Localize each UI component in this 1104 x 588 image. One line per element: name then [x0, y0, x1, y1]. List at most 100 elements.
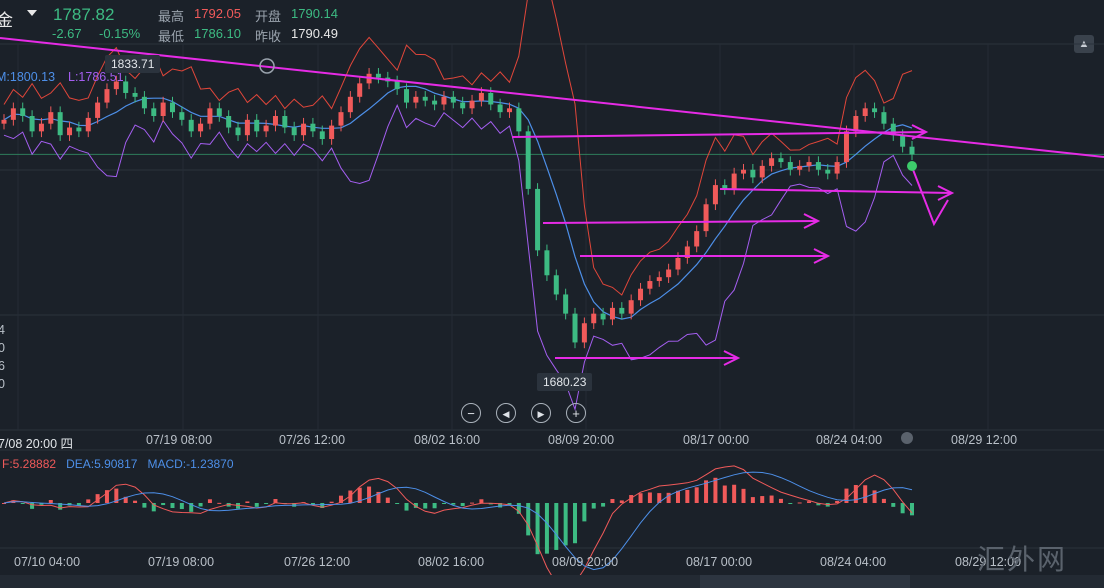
candle-body: [787, 162, 793, 170]
candle-body: [207, 108, 213, 124]
candle-body: [123, 81, 129, 93]
open-value: 1790.14: [291, 6, 338, 21]
macd-dif-value: F:5.28882: [2, 457, 57, 471]
trendline: [0, 37, 1104, 158]
macd-histogram-bar: [161, 503, 166, 506]
candle-body: [216, 108, 222, 116]
candle-body: [759, 165, 765, 178]
macd-histogram-bar: [20, 503, 25, 504]
crosshair-handle: [901, 432, 913, 444]
macd-macd-value: MACD:-1.23870: [147, 457, 234, 471]
candle-body: [797, 165, 803, 170]
macd-histogram-bar: [133, 500, 138, 503]
macd-histogram-bar: [666, 492, 671, 503]
candle-body: [76, 127, 82, 132]
price-change-pct: -0.15%: [99, 26, 141, 41]
macd-histogram-bar: [488, 503, 493, 505]
candle-body: [769, 158, 775, 166]
candle-body: [825, 169, 831, 174]
last-price: 1787.82: [53, 5, 115, 24]
candle-body: [20, 108, 26, 116]
candle-body: [488, 92, 494, 105]
macd-histogram-bar: [535, 503, 540, 555]
macd-histogram-bar: [441, 503, 446, 504]
candle-body: [57, 112, 63, 136]
candle-body: [853, 116, 859, 132]
time-axis-label: 07/19 08:00: [146, 433, 213, 447]
open-label: 开盘: [255, 9, 282, 24]
min-price-marker: 1680.23: [537, 373, 593, 391]
candle-body: [666, 269, 672, 278]
candle-body: [909, 146, 915, 155]
candle-body: [95, 102, 101, 118]
macd-time-label: 07/19 08:00: [148, 555, 215, 569]
macd-time-label: 08/09 20:00: [552, 555, 619, 569]
candle-body: [591, 313, 597, 324]
macd-legend: F:5.28882 DEA:5.90817 MACD:-1.23870: [2, 457, 234, 471]
candle-body: [563, 294, 569, 314]
low-value: 1786.10: [194, 26, 241, 41]
macd-histogram-bar: [395, 503, 400, 504]
left-axis-fragment: 0: [0, 341, 5, 355]
macd-histogram-bar: [516, 503, 521, 514]
candle-body: [675, 258, 681, 270]
macd-histogram-bar: [95, 494, 100, 503]
macd-histogram-bar: [638, 493, 643, 503]
boll-mid-legend: M:1800.13: [0, 70, 56, 84]
macd-histogram-bar: [891, 503, 896, 507]
macd-time-label: 08/02 16:00: [418, 555, 485, 569]
scroll-left-button[interactable]: ◀: [496, 403, 516, 423]
candle-body: [741, 169, 747, 174]
macd-histogram-bar: [910, 503, 914, 516]
macd-histogram-bar: [76, 503, 81, 506]
scroll-right-button[interactable]: ▶: [531, 403, 551, 423]
timeframe-selected[interactable]: [700, 575, 910, 588]
macd-histogram-bar: [460, 503, 465, 507]
macd-histogram-bar: [338, 495, 343, 503]
candle-body: [67, 127, 73, 136]
macd-histogram-bar: [619, 500, 624, 503]
zoom-in-button[interactable]: +: [566, 403, 586, 423]
candle-body: [226, 116, 232, 128]
candle-body: [198, 123, 204, 132]
watermark: 汇外网: [977, 544, 1068, 575]
arrow-line: [719, 188, 953, 194]
boll-lower-legend: L:1786.51: [68, 70, 124, 84]
candle-body: [272, 116, 278, 126]
symbol-name[interactable]: 金: [0, 11, 13, 30]
candle-body: [506, 108, 512, 113]
candle-body: [628, 300, 634, 314]
macd-histogram-bar: [198, 503, 203, 507]
candle-body: [432, 100, 438, 105]
macd-time-label: 07/26 12:00: [284, 555, 351, 569]
candle-body: [450, 96, 456, 103]
macd-histogram-bar: [451, 503, 456, 505]
macd-dif-line: [3, 465, 913, 588]
candle-body: [619, 307, 625, 314]
candle-body: [357, 83, 363, 97]
macd-histogram-bar: [104, 490, 109, 503]
candle-body: [600, 313, 606, 320]
candle-body: [441, 96, 447, 105]
macd-time-label: 07/10 04:00: [14, 555, 81, 569]
zoom-out-button[interactable]: −: [461, 403, 481, 423]
symbol-dropdown-icon[interactable]: [27, 10, 37, 16]
macd-histogram-bar: [769, 495, 774, 503]
macd-histogram-bar: [591, 503, 596, 509]
candle-body: [413, 96, 419, 103]
candle-body: [647, 281, 653, 289]
macd-histogram-bar: [835, 500, 840, 503]
macd-histogram-bar: [413, 503, 418, 508]
candle-body: [132, 92, 138, 97]
time-axis-label: 07/26 12:00: [279, 433, 346, 447]
macd-histogram-bar: [657, 493, 662, 503]
macd-histogram-bar: [722, 485, 727, 503]
macd-histogram-bar: [863, 485, 868, 503]
candle-body: [394, 81, 400, 90]
down-arrow: [911, 166, 949, 227]
timeframe-bar[interactable]: [0, 575, 1104, 588]
candle-body: [553, 275, 559, 295]
prev-close-label: 昨收: [255, 29, 282, 44]
macd-histogram-bar: [376, 491, 381, 503]
